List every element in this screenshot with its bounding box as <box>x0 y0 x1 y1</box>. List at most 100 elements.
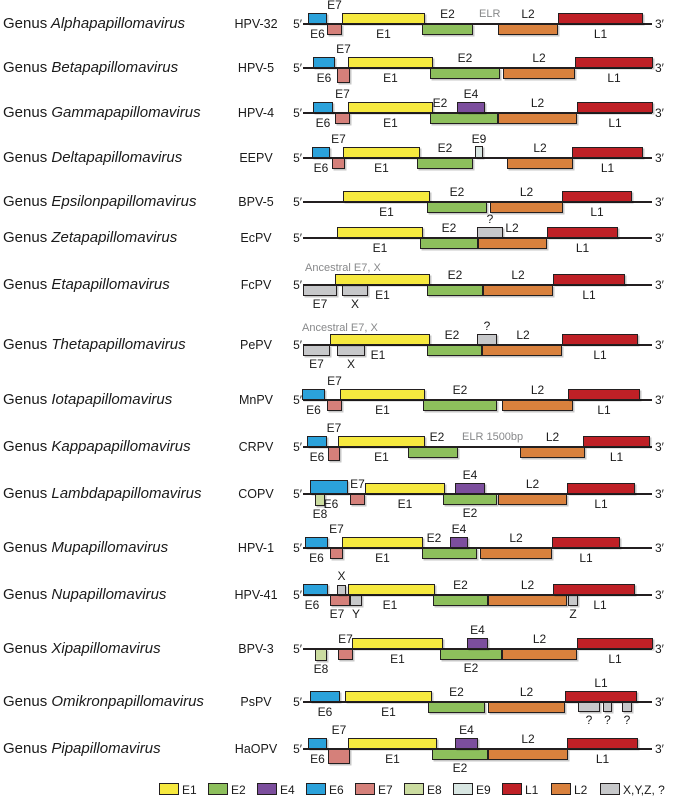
gene-label-L2: L2 <box>519 685 534 699</box>
legend-swatch-E1 <box>159 783 179 795</box>
three-prime-label: 3′ <box>655 588 664 602</box>
gene-label-L1: L1 <box>595 752 610 766</box>
virus-abbreviation: HPV-4 <box>237 106 275 120</box>
gene-label-L1: L1 <box>582 288 596 302</box>
gene-box-E1 <box>348 57 433 68</box>
gene-box-E1 <box>342 537 423 548</box>
gene-label-?: ? <box>585 713 593 727</box>
five-prime-label: 5′ <box>293 231 302 245</box>
annotation-note: ELR <box>479 8 501 20</box>
gene-label-Y: Y <box>351 607 360 621</box>
genus-prefix: Genus <box>3 229 48 246</box>
gene-box-L2 <box>520 447 585 458</box>
virus-abbreviation: HPV-5 <box>237 61 275 75</box>
genus-name: Xipapillomavirus <box>47 640 161 657</box>
gene-box-X <box>337 585 346 595</box>
five-prime-label: 5′ <box>293 278 302 292</box>
gene-label-E2: E2 <box>452 383 468 397</box>
gene-label-E6: E6 <box>317 705 333 719</box>
gene-box-E7 <box>350 494 365 505</box>
legend-swatch-X <box>600 783 620 795</box>
gene-label-L2: L2 <box>530 383 545 397</box>
gene-box-E7 <box>303 285 337 296</box>
genus-name: Kappapapillomavirus <box>47 438 191 455</box>
gene-label-E8: E8 <box>313 662 329 676</box>
gene-box-L1 <box>553 584 635 595</box>
gene-box-L1 <box>547 227 618 238</box>
genus-label: Genus Alphapapillomavirus <box>3 14 185 33</box>
annotation-note: Ancestral E7, X <box>302 322 378 334</box>
genus-prefix: Genus <box>3 640 48 657</box>
gene-label-E1: E1 <box>375 551 390 565</box>
gene-box-? <box>622 702 632 712</box>
gene-label-E2: E2 <box>429 430 445 444</box>
gene-label-E6: E6 <box>315 116 331 130</box>
gene-label-?: ? <box>623 713 631 727</box>
gene-box-E1 <box>343 147 420 158</box>
gene-label-E6: E6 <box>309 450 325 464</box>
five-prime-label: 5′ <box>293 393 302 407</box>
genus-name: Epsilonpapillomavirus <box>47 193 197 210</box>
gene-label-E1: E1 <box>381 705 396 719</box>
genus-label: Genus Iotapapillomavirus <box>3 390 172 409</box>
legend-label-X: X,Y,Z, ? <box>623 782 665 797</box>
genus-name: Deltapapillomavirus <box>47 149 183 166</box>
gene-label-L1: L1 <box>575 241 590 255</box>
legend-label-E8: E8 <box>427 782 442 797</box>
gene-label-L2: L2 <box>516 328 530 342</box>
gene-label-X: X <box>346 357 355 371</box>
gene-label-E2: E2 <box>440 7 455 21</box>
gene-box-L2 <box>483 285 553 296</box>
gene-box-E2 <box>422 548 477 559</box>
gene-label-E2: E2 <box>426 531 442 545</box>
gene-box-L2 <box>502 649 577 660</box>
virus-abbreviation: EcPV <box>240 231 272 245</box>
gene-box-Y <box>350 595 362 606</box>
legend-swatch-E8 <box>404 783 424 795</box>
gene-box-E7 <box>338 649 353 660</box>
gene-label-?: ? <box>483 319 491 333</box>
genus-prefix: Genus <box>3 485 48 502</box>
genome-line <box>303 157 652 159</box>
genus-label: Genus Zetapapillomavirus <box>3 228 177 247</box>
gene-box-E6 <box>307 436 327 447</box>
gene-box-L1 <box>567 738 638 749</box>
gene-label-?: ? <box>604 713 611 727</box>
virus-abbreviation: PePV <box>240 338 272 352</box>
gene-label-E6: E6 <box>310 27 325 41</box>
legend-label-L1: L1 <box>525 782 539 797</box>
gene-label-E7: E7 <box>326 421 342 435</box>
gene-label-E2: E2 <box>463 661 479 675</box>
gene-box-L1 <box>568 389 640 400</box>
genome-line <box>303 547 652 549</box>
genus-prefix: Genus <box>3 336 48 353</box>
gene-box-E1 <box>337 227 423 238</box>
gene-box-E4 <box>457 102 485 113</box>
gene-box-E9 <box>475 146 483 158</box>
gene-label-L2: L2 <box>519 185 534 199</box>
gene-label-L1: L1 <box>608 652 622 666</box>
gene-box-E1 <box>330 334 430 345</box>
gene-box-L2 <box>498 494 567 505</box>
gene-box-E1 <box>342 13 425 24</box>
gene-label-E2: E2 <box>453 578 468 592</box>
gene-label-E4: E4 <box>462 468 478 482</box>
gene-label-L1: L1 <box>593 598 607 612</box>
gene-box-L2 <box>488 702 565 713</box>
genus-prefix: Genus <box>3 15 48 32</box>
gene-box-E7 <box>330 548 343 559</box>
gene-box-E2 <box>430 113 498 124</box>
gene-label-E7: E7 <box>327 0 342 12</box>
gene-box-L2 <box>488 749 568 760</box>
legend-label-E7: E7 <box>378 782 393 797</box>
gene-box-E6 <box>308 738 327 749</box>
virus-abbreviation: BPV-3 <box>238 642 274 656</box>
legend-label-L2: L2 <box>574 782 588 797</box>
gene-label-L2: L2 <box>520 578 535 592</box>
gene-label-E1: E1 <box>376 27 391 41</box>
gene-box-E2 <box>422 24 473 35</box>
gene-box-L1 <box>575 57 653 68</box>
gene-label-E6: E6 <box>323 497 339 511</box>
genus-label: Genus Betapapillomavirus <box>3 58 178 77</box>
gene-label-E2: E2 <box>444 328 460 342</box>
